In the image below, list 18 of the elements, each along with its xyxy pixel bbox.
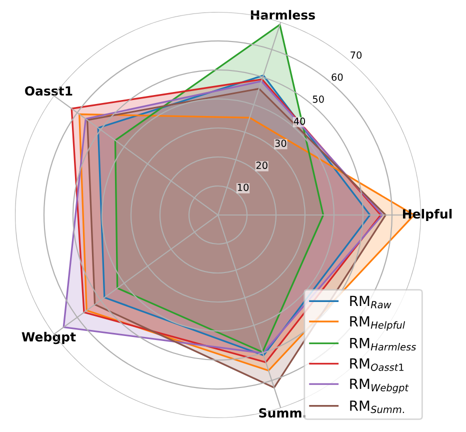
- legend-label: RM$_{Oasst1}$: [350, 358, 404, 371]
- y-tick-label: 60: [332, 73, 343, 81]
- y-tick-label: 70: [350, 51, 362, 59]
- spoke-label: Helpful: [403, 208, 452, 222]
- spoke-label: Harmless: [250, 10, 315, 20]
- legend-label: RM$_{Raw}$: [350, 296, 392, 308]
- spoke-label: Oasst1: [25, 86, 72, 96]
- y-tick-label: 30: [275, 140, 286, 147]
- legend-label: RM$_{Webgpt}$: [350, 378, 409, 394]
- y-tick-label: 10: [238, 184, 249, 192]
- legend-label: RM$_{Harmless}$: [350, 338, 416, 351]
- legend-label: RM$_{Helpful}$: [350, 316, 406, 331]
- legend-label: RM$_{Summ.}$: [350, 400, 404, 414]
- y-tick-label: 40: [294, 118, 306, 125]
- spoke-label: Summ.: [259, 408, 306, 418]
- y-tick-label: 50: [312, 96, 324, 103]
- y-tick-label: 20: [256, 162, 268, 170]
- spoke-label: Webgpt: [22, 332, 76, 344]
